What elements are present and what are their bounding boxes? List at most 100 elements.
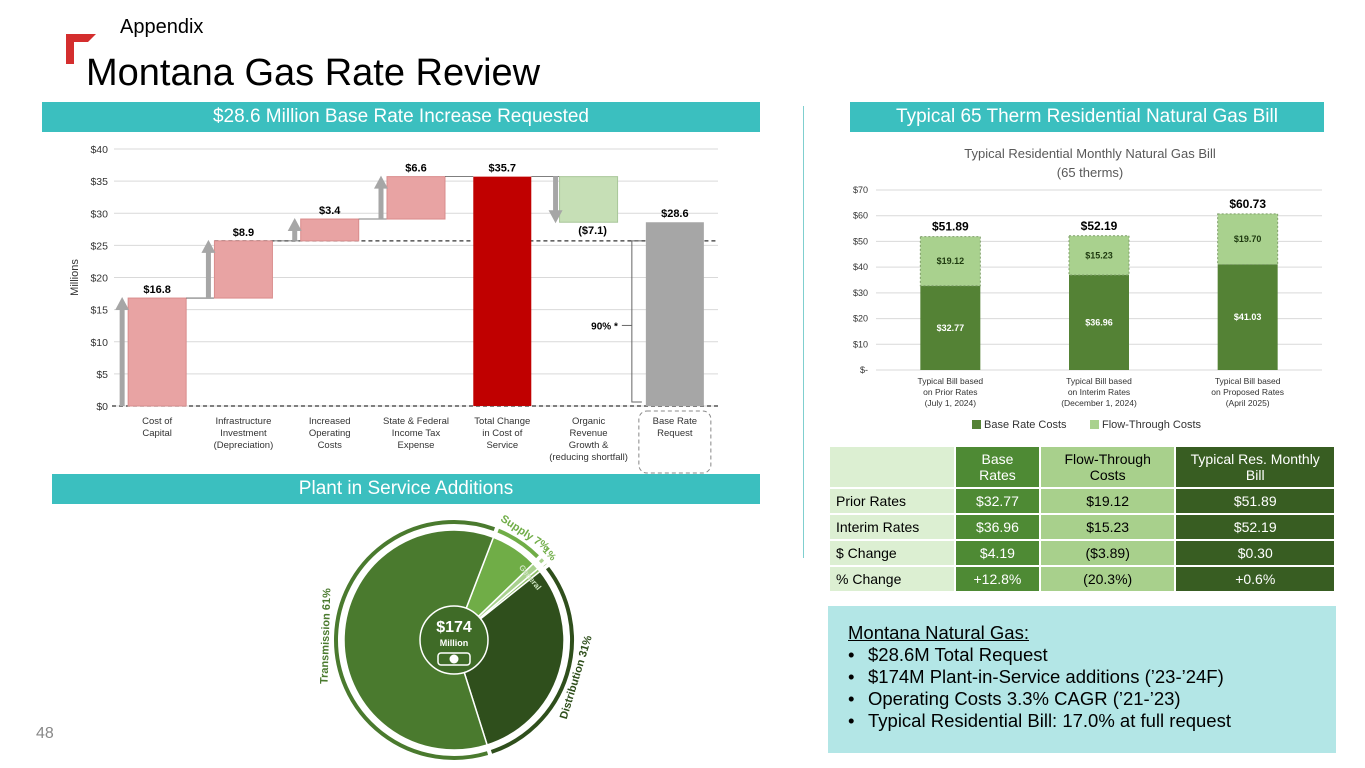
x-tick-label: Revenue [570,428,608,439]
bill-comparison-table: Base Rates Flow-Through Costs Typical Re… [828,445,1336,593]
data-label: $16.8 [143,284,171,296]
pie-slice [453,570,565,746]
valve-icon [449,654,459,664]
x-tick-label: Typical Bill based [1215,376,1281,386]
increase-arrow-head [374,175,388,189]
x-tick-label: Growth & [569,440,609,451]
table-row: $ Change $4.19 ($3.89) $0.30 [830,541,1334,565]
y-tick-label: $35 [90,176,108,188]
x-tick-label: Expense [398,440,435,451]
header-monthly-bill: Typical Res. Monthly Bill [1176,447,1334,487]
y-tick-label: $10 [90,337,108,349]
y-tick-label: $15 [90,305,108,317]
legend-label-base: Base Rate Costs [984,419,1067,431]
x-tick-label: Income Tax [392,428,441,439]
pie-outer-ring [490,566,574,754]
y-tick-label: $25 [90,240,108,252]
x-tick-label: Infrastructure [215,416,271,427]
x-tick-label: on Interim Rates [1068,387,1130,397]
y-tick-label: $40 [90,144,108,156]
y-axis-label: Millions [69,259,81,296]
data-label: $28.6 [661,208,689,220]
increase-arrow-head [201,239,216,253]
row-label: $ Change [830,541,954,565]
y-tick-label: $30 [853,288,868,298]
y-tick-label: $40 [853,262,868,272]
x-tick-label: on Prior Rates [923,387,977,397]
cell-base: $32.77 [956,489,1039,513]
x-tick-label: Operating [309,428,351,439]
table-header-row: Base Rates Flow-Through Costs Typical Re… [830,447,1334,487]
row-label: Prior Rates [830,489,954,513]
waterfall-bar [127,297,187,407]
cell-base: +12.8% [956,567,1039,591]
x-tick-label: Cost of [142,416,172,427]
x-tick-label: State & Federal [383,416,449,427]
summary-callout: Montana Natural Gas: $28.6M Total Reques… [828,606,1336,753]
y-tick-label: $30 [90,208,108,220]
stacked-bar-segment [1217,264,1278,370]
decrease-arrow-head [548,210,563,224]
x-tick-label: Typical Bill based [917,376,983,386]
x-tick-label: Base Rate [653,416,697,427]
row-label: % Change [830,567,954,591]
header-base-rates: Base Rates [956,447,1039,487]
y-tick-label: $- [860,365,868,375]
cell-base: $36.96 [956,515,1039,539]
y-tick-label: $5 [96,369,108,381]
segment-label: $15.23 [1085,250,1113,260]
vertical-divider [803,106,804,558]
x-tick-label: Organic [572,416,606,427]
y-tick-label: $20 [853,314,868,324]
table-corner-cell [830,447,954,487]
y-tick-label: $70 [853,185,868,195]
segment-label: $19.12 [937,256,965,266]
callout-bullet: $174M Plant-in-Service additions (’23-’2… [848,666,1316,688]
chart-title: Typical Residential Monthly Natural Gas … [964,146,1216,161]
pie-outer-ring [334,520,496,760]
x-tick-label: (July 1, 2024) [925,398,977,408]
legend-swatch-flow [1090,420,1099,429]
x-tick-label: Investment [220,428,267,439]
stacked-bar-segment [1068,235,1130,276]
cell-flow: $15.23 [1040,515,1175,539]
pie-slice [343,529,495,751]
table-row: Prior Rates $32.77 $19.12 $51.89 [830,489,1334,513]
increase-arrow-head [115,297,130,311]
callout-heading: Montana Natural Gas: [848,622,1029,643]
y-tick-label: $10 [853,339,868,349]
segment-label: $41.03 [1234,312,1262,322]
cell-total: $52.19 [1176,515,1334,539]
stacked-bar-segment [1217,213,1279,265]
bracket-annotation: 90% * [591,321,618,332]
waterfall-bar [645,222,704,406]
bill-stacked-chart: Typical Residential Monthly Natural Gas … [853,146,1322,431]
rate-increase-banner: $28.6 Million Base Rate Increase Request… [42,102,760,132]
segment-label: $32.77 [937,323,965,333]
waterfall-chart: $0 $5 $10 $15 $20 $25 $30 $35 $40 Millions $16.8 Co… [69,144,718,474]
x-tick-label: Capital [142,428,172,439]
cell-total: $51.89 [1176,489,1334,513]
y-tick-label: $0 [96,401,108,413]
pie-center-value: $174 [436,619,472,636]
cell-total: $0.30 [1176,541,1334,565]
total-label: $52.19 [1081,219,1118,233]
legend-swatch-base [972,420,981,429]
x-tick-label: Typical Bill based [1066,376,1132,386]
callout-bullet: $28.6M Total Request [848,644,1316,666]
ninety-percent-bracket [631,240,642,403]
pie-slice-label: Transmission 61% [320,588,333,685]
pie-center-badge [419,605,489,675]
x-tick-label: (Depreciation) [214,440,274,451]
total-label: $51.89 [932,220,969,234]
table-row: Interim Rates $36.96 $15.23 $52.19 [830,515,1334,539]
typical-bill-banner: Typical 65 Therm Residential Natural Gas… [850,102,1324,132]
plant-pie-chart: Transmission 61%Supply 7%1%GeneralDistri… [320,513,595,760]
waterfall-bar [300,218,360,242]
stacked-bar-segment [1069,274,1129,370]
cell-flow: (20.3%) [1040,567,1175,591]
cell-base: $4.19 [956,541,1039,565]
legend-label-flow: Flow-Through Costs [1102,419,1202,431]
x-tick-label: on Proposed Rates [1211,387,1284,397]
company-logo-mark [66,34,96,64]
